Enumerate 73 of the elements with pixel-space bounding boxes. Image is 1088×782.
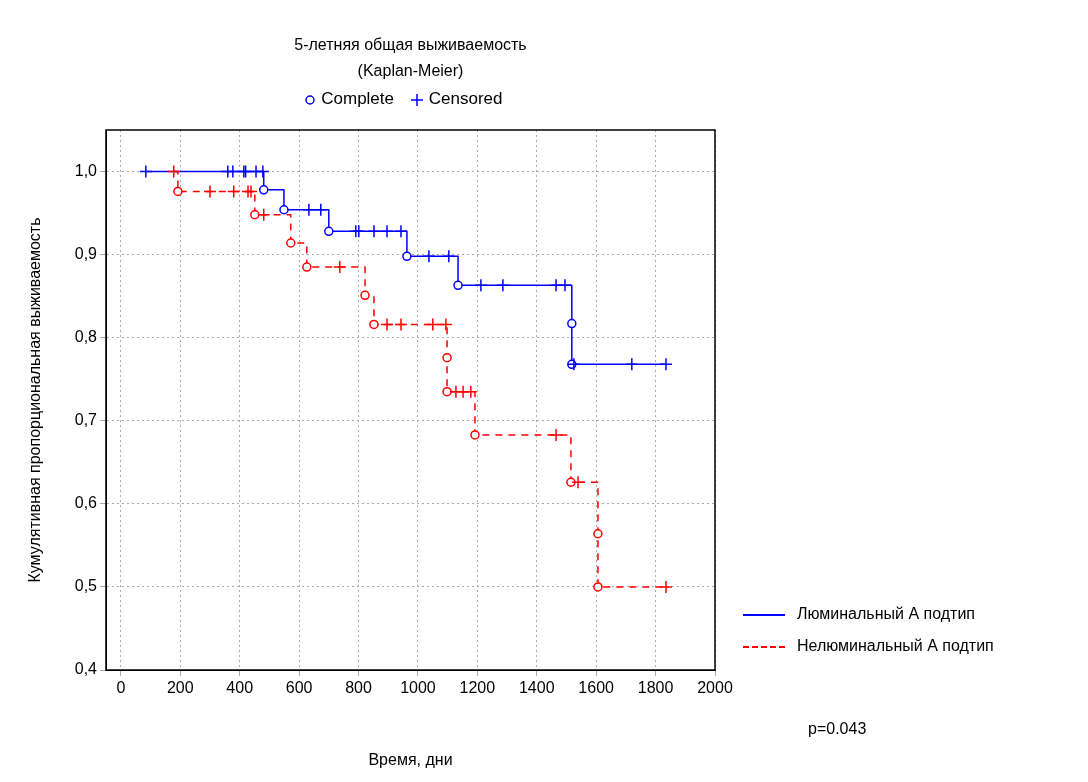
point	[593, 529, 603, 539]
point	[324, 226, 334, 237]
point	[367, 224, 381, 239]
point	[567, 357, 581, 372]
point	[226, 164, 240, 179]
point	[571, 475, 585, 489]
point	[369, 319, 379, 330]
y-tick-label: 0,7	[74, 411, 98, 429]
x-tick-label: 600	[285, 679, 313, 697]
point	[226, 184, 241, 199]
x-tick-label: 200	[166, 679, 194, 697]
point	[257, 207, 271, 222]
point	[139, 164, 153, 179]
point	[259, 185, 269, 195]
point	[593, 582, 603, 592]
point	[314, 203, 328, 217]
point	[474, 278, 488, 293]
x-tick-label: 400	[226, 679, 254, 697]
point	[442, 352, 452, 363]
point	[659, 357, 673, 372]
point	[302, 262, 312, 272]
point	[442, 386, 452, 397]
point	[453, 280, 463, 291]
point	[380, 224, 394, 239]
y-tick-label: 0,6	[74, 494, 98, 512]
x-tick-label: 1200	[459, 679, 496, 697]
point	[250, 209, 260, 220]
point	[439, 317, 453, 332]
x-tick-label: 1600	[578, 679, 615, 697]
point	[426, 317, 440, 332]
point	[422, 249, 436, 264]
point	[173, 186, 183, 197]
legend-label: Люминальный А подтип	[797, 605, 975, 622]
point	[256, 164, 270, 179]
chart-title: 5-летняя общая выживаемость	[293, 35, 528, 55]
point	[203, 184, 217, 199]
y-tick-label: 0,4	[74, 660, 98, 678]
point	[333, 260, 347, 274]
x-tick-label: 2000	[697, 679, 733, 697]
point	[558, 278, 572, 293]
legend-label: Нелюминальный А подтип	[797, 637, 994, 654]
x-tick-label: 0	[116, 679, 126, 697]
x-tick-label: 1800	[637, 679, 674, 697]
chart-subtitle: (Kaplan-Meier)	[356, 61, 465, 81]
point	[279, 205, 289, 215]
x-tick-label: 1400	[518, 679, 555, 697]
y-tick-label: 0,9	[74, 245, 98, 263]
point	[286, 238, 296, 248]
point	[360, 290, 370, 301]
point	[402, 251, 412, 262]
point	[496, 278, 510, 293]
x-axis-title: Время, дни	[368, 750, 453, 768]
point	[442, 249, 456, 264]
text: p=0.043	[808, 720, 867, 738]
point	[302, 203, 316, 217]
point	[625, 357, 639, 372]
y-axis-title: Кумулятивная пропорциональная выживаемость	[26, 217, 44, 583]
point	[470, 430, 480, 440]
point	[166, 164, 181, 179]
y-tick-label: 0,8	[74, 328, 98, 346]
y-tick-label: 0,5	[74, 577, 98, 595]
y-tick-label: 1,0	[74, 161, 98, 179]
x-tick-label: 1000	[400, 679, 436, 697]
point	[659, 580, 673, 594]
legend-label: Complete	[321, 89, 395, 108]
point	[394, 317, 408, 332]
legend-label: Censored	[428, 89, 503, 108]
point	[380, 317, 394, 332]
point	[549, 428, 563, 442]
point	[394, 224, 408, 239]
point	[464, 384, 478, 399]
x-tick-label: 800	[345, 679, 372, 697]
point	[567, 318, 577, 329]
